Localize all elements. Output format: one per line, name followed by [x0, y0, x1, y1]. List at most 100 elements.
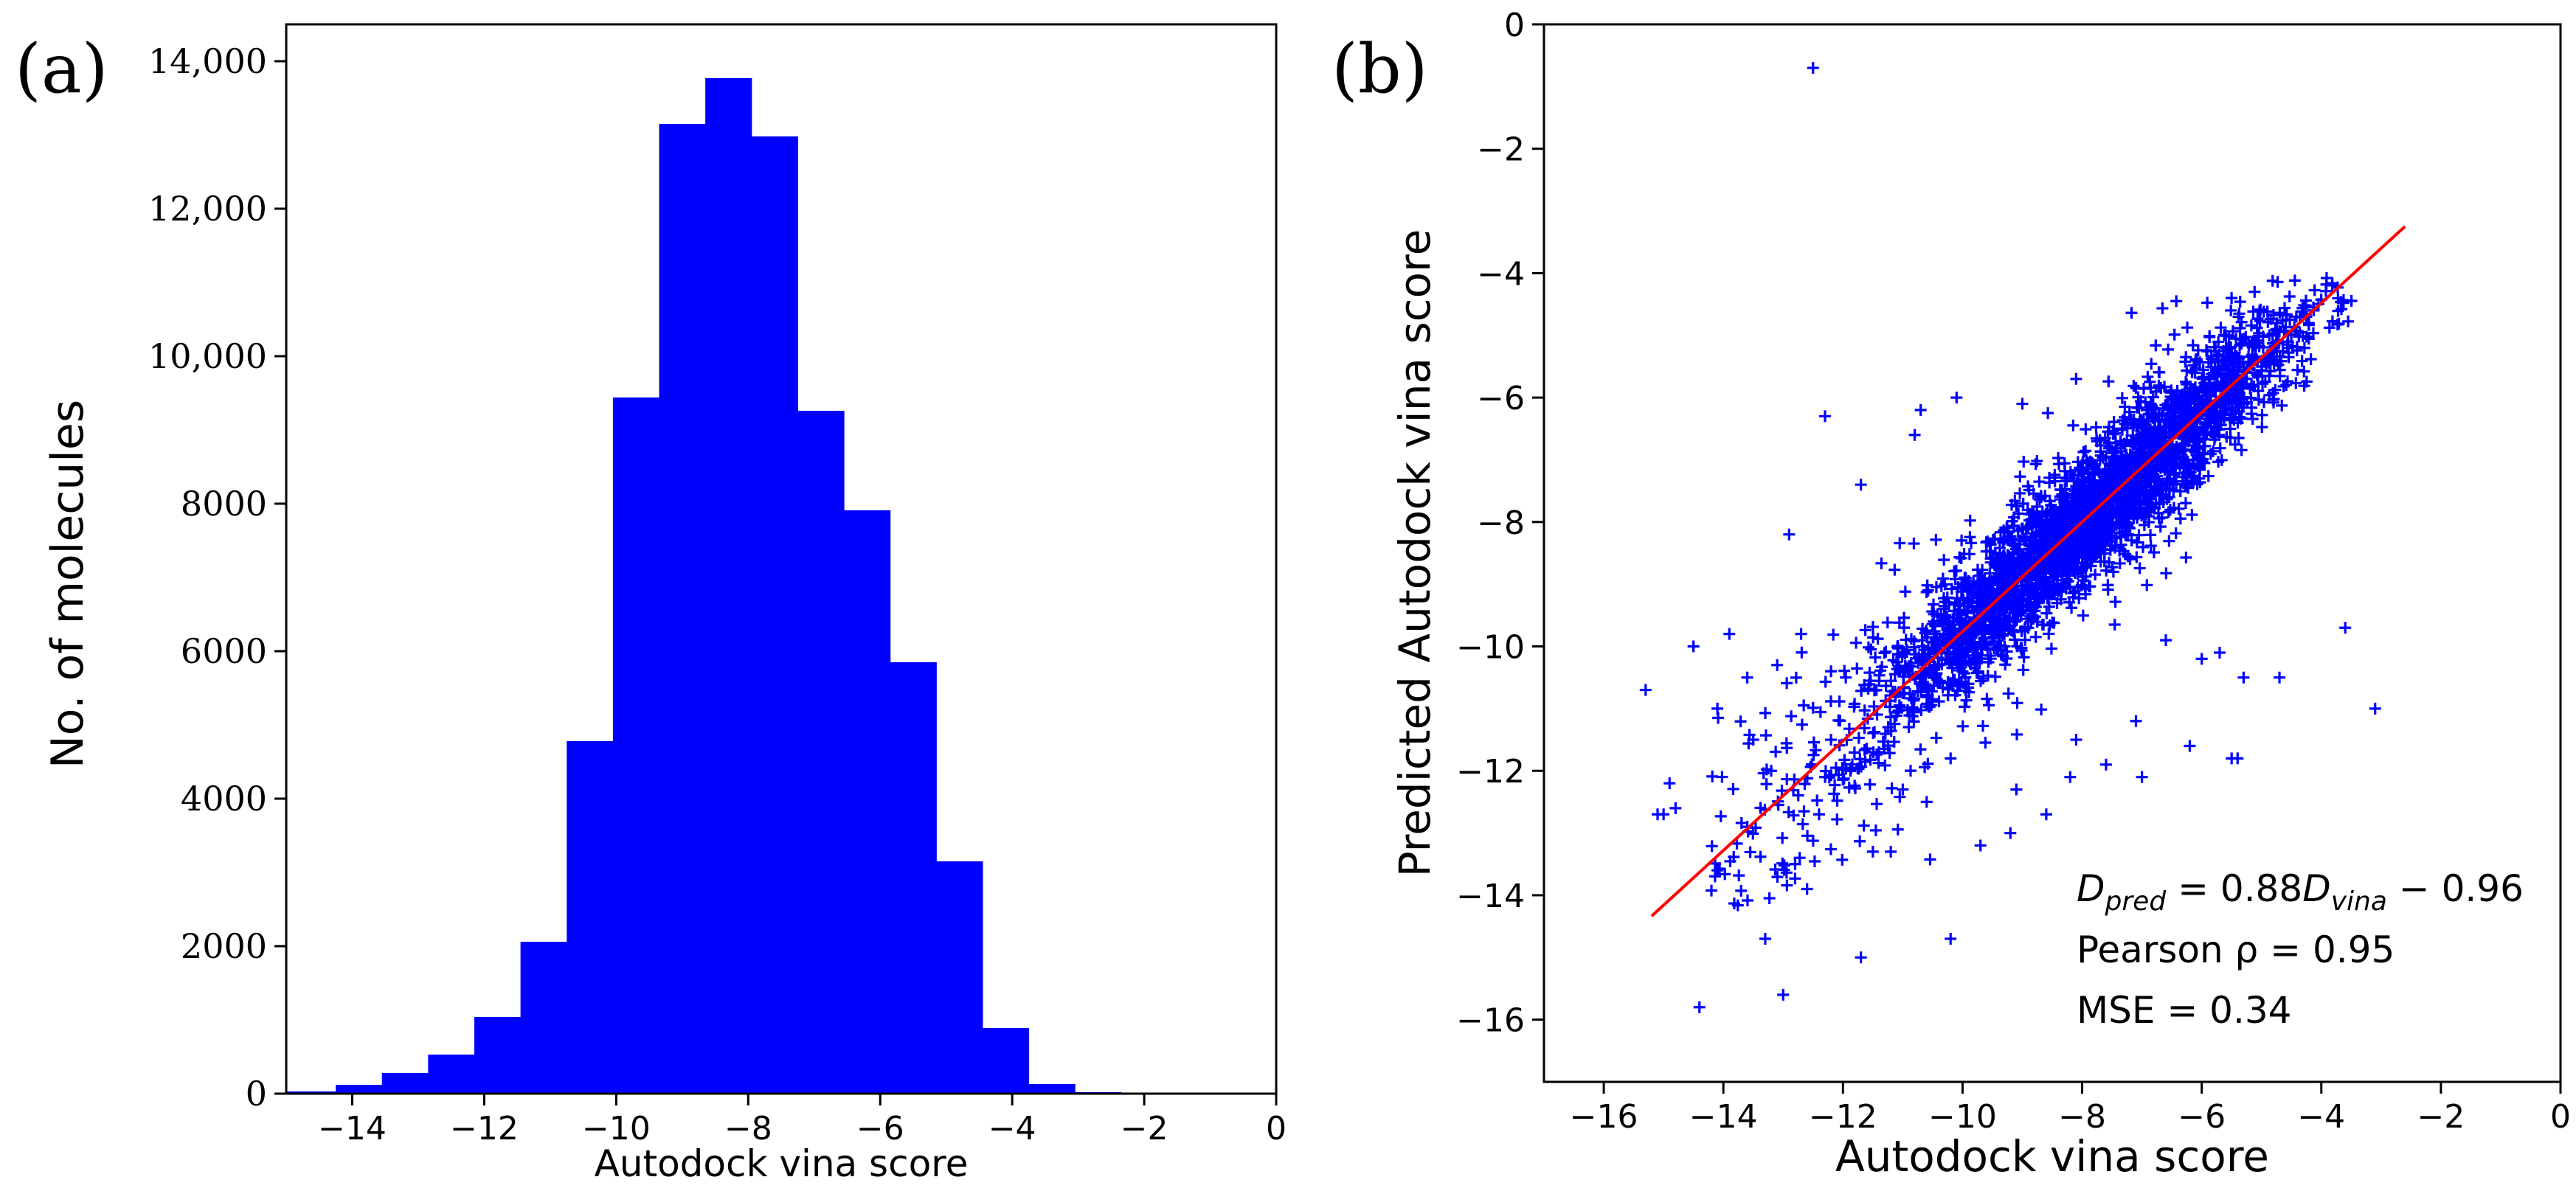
scatter-point: [1959, 656, 1972, 669]
scatter-point: [1998, 533, 2011, 546]
scatter-point: [2005, 624, 2018, 636]
scatter-point: [1930, 533, 1942, 546]
y-tick-label: 14,000: [148, 41, 267, 81]
scatter-point: [2062, 575, 2074, 588]
scatter-point: [1865, 643, 1877, 656]
x-tick-label: −4: [2297, 1098, 2345, 1136]
scatter-point: [2008, 511, 2021, 524]
scatter-point: [1949, 598, 1962, 611]
scatter-point: [2130, 382, 2142, 395]
regression-line: [1650, 225, 2406, 917]
scatter-point: [1956, 720, 1969, 732]
scatter-point: [1974, 600, 1987, 612]
scatter-point: [1964, 583, 1977, 595]
scatter-point: [2102, 518, 2114, 531]
x-tick-label: −2: [1121, 1110, 1168, 1147]
scatter-point: [2079, 557, 2091, 569]
scatter-point: [2116, 423, 2128, 435]
scatter-point: [2167, 501, 2180, 514]
scatter-point: [2248, 285, 2261, 298]
scatter-point: [2246, 401, 2258, 414]
histogram-bar: [843, 510, 891, 1094]
y-tick-label: −6: [1477, 380, 1525, 417]
scatter-point: [2177, 417, 2189, 430]
scatter-point: [1741, 894, 1753, 906]
scatter-point: [1998, 618, 2010, 631]
scatter-point: [2333, 317, 2345, 330]
scatter-point: [1965, 658, 1978, 670]
scatter-point: [2213, 348, 2226, 361]
scatter-point: [2033, 476, 2046, 488]
scatter-point: [2086, 552, 2099, 565]
equation-intercept: − 0.96: [2387, 867, 2524, 910]
scatter-point: [2193, 472, 2206, 485]
scatter-point: [1866, 845, 1879, 858]
scatter-point: [1741, 671, 1753, 684]
scatter-point: [1807, 736, 1820, 749]
scatter-point: [2226, 353, 2239, 365]
scatter-point: [2320, 271, 2333, 284]
scatter-point: [1881, 617, 1894, 629]
scatter-point: [1984, 545, 1996, 558]
scatter-point: [1824, 843, 1837, 855]
scatter-point: [2116, 392, 2128, 404]
scatter-point: [2092, 535, 2105, 547]
scatter-point: [2296, 355, 2308, 367]
scatter-point: [1776, 785, 1788, 797]
scatter-point: [2161, 465, 2174, 478]
scatter-point: [2229, 438, 2241, 451]
scatter-point: [2273, 325, 2285, 338]
scatter-point: [2299, 294, 2312, 307]
scatter-point: [1963, 686, 1976, 698]
scatter-point: [2016, 522, 2029, 535]
scatter-point: [2181, 431, 2193, 444]
scatter-point: [1723, 628, 1736, 640]
scatter-point: [1831, 813, 1843, 826]
scatter-point: [1754, 850, 1767, 863]
scatter-point: [1837, 774, 1849, 786]
scatter-point: [2226, 292, 2238, 305]
scatter-point: [1965, 537, 1978, 549]
scatter-point: [1869, 824, 1882, 836]
scatter-point: [1933, 677, 1946, 690]
scatter-point: [2130, 420, 2143, 433]
scatter-point: [2160, 449, 2172, 462]
scatter-point: [2029, 605, 2041, 617]
scatter-point: [2060, 583, 2072, 595]
scatter-point: [2224, 423, 2237, 435]
scatter-point: [2300, 375, 2313, 388]
scatter-point: [2102, 583, 2114, 596]
scatter-point: [1838, 664, 1851, 677]
scatter-point: [2116, 521, 2128, 534]
y-tick-label: −2: [1477, 131, 1525, 169]
scatter-point: [1838, 754, 1851, 766]
scatter-point: [2061, 541, 2074, 553]
scatter-point: [2049, 560, 2061, 573]
scatter-point: [2184, 386, 2196, 398]
scatter-point: [1928, 679, 1940, 692]
scatter-point: [1955, 552, 1967, 564]
scatter-point: [2220, 330, 2232, 342]
scatter-point: [2205, 350, 2217, 363]
scatter-point: [2093, 490, 2105, 502]
scatter-point: [1972, 665, 1984, 678]
scatter-point: [2016, 397, 2029, 410]
y-tick-label: −12: [1456, 753, 1525, 791]
scatter-point: [2099, 758, 2112, 771]
scatter-point: [1905, 765, 1917, 777]
scatter-point: [1795, 628, 1807, 640]
scatter-point: [2215, 322, 2227, 334]
scatter-point: [2046, 617, 2059, 629]
scatter-point: [2246, 379, 2258, 392]
scatter-point: [2094, 434, 2106, 446]
scatter-point: [2181, 468, 2193, 480]
scatter-point: [2147, 546, 2160, 559]
scatter-point: [2186, 509, 2198, 521]
scatter-point: [1858, 678, 1871, 691]
scatter-point: [1875, 557, 1888, 569]
scatter-point: [2144, 484, 2157, 496]
scatter-point: [2077, 501, 2090, 513]
scatter-point: [2120, 500, 2133, 513]
scatter-point: [2043, 628, 2055, 640]
